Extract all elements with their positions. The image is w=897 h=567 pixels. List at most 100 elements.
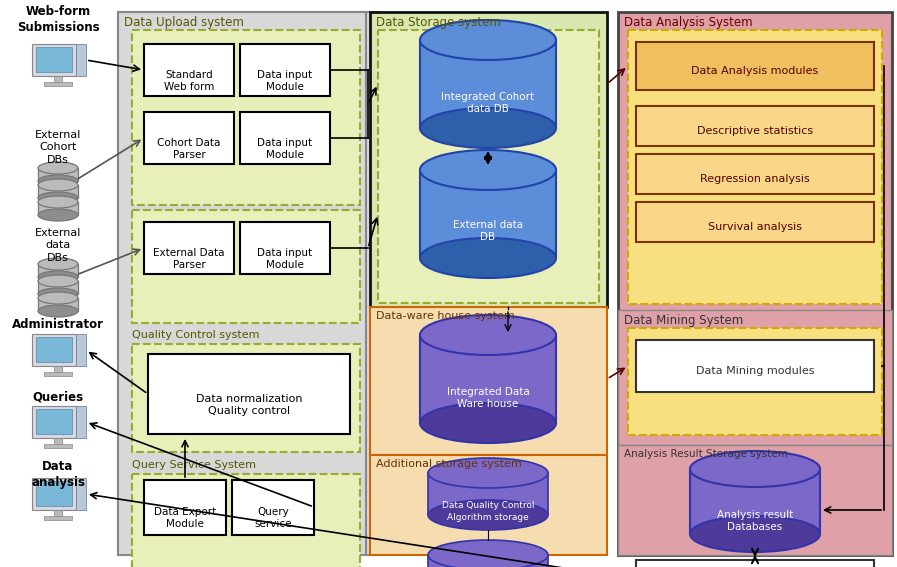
Text: Data input
Module: Data input Module	[257, 138, 312, 160]
Polygon shape	[618, 445, 892, 555]
Text: Data-ware house system: Data-ware house system	[376, 311, 515, 321]
Polygon shape	[38, 264, 78, 277]
Polygon shape	[54, 510, 62, 516]
Polygon shape	[690, 469, 820, 534]
Polygon shape	[240, 44, 330, 96]
Polygon shape	[76, 334, 86, 366]
Polygon shape	[76, 44, 86, 76]
Text: Data
analysis: Data analysis	[31, 460, 85, 489]
Polygon shape	[132, 344, 360, 452]
Ellipse shape	[38, 196, 78, 208]
Ellipse shape	[420, 403, 556, 443]
Polygon shape	[132, 30, 360, 205]
Text: Data normalization
Quality control: Data normalization Quality control	[196, 394, 302, 416]
Ellipse shape	[38, 179, 78, 191]
Ellipse shape	[38, 258, 78, 270]
Polygon shape	[38, 185, 78, 198]
Polygon shape	[38, 202, 78, 215]
Text: Data Export
Module: Data Export Module	[154, 507, 216, 530]
Text: Data Storage system: Data Storage system	[376, 16, 501, 29]
Polygon shape	[420, 170, 556, 258]
Ellipse shape	[38, 271, 78, 283]
Text: Standard
Web form: Standard Web form	[164, 70, 214, 92]
Ellipse shape	[420, 315, 556, 355]
Ellipse shape	[690, 516, 820, 552]
Polygon shape	[420, 40, 556, 128]
Polygon shape	[38, 168, 78, 181]
Polygon shape	[38, 298, 78, 311]
Ellipse shape	[38, 162, 78, 174]
Ellipse shape	[38, 305, 78, 317]
Polygon shape	[636, 106, 874, 146]
Polygon shape	[370, 307, 607, 455]
Polygon shape	[240, 222, 330, 274]
Polygon shape	[420, 335, 556, 423]
Ellipse shape	[420, 150, 556, 190]
Polygon shape	[36, 337, 72, 362]
Ellipse shape	[420, 238, 556, 278]
Text: External Data
Parser: External Data Parser	[153, 248, 225, 270]
Ellipse shape	[38, 288, 78, 300]
Ellipse shape	[428, 540, 548, 567]
Polygon shape	[636, 154, 874, 194]
Text: Integrated Data
Ware house: Integrated Data Ware house	[447, 387, 529, 409]
Ellipse shape	[428, 458, 548, 488]
Polygon shape	[54, 438, 62, 444]
Text: Data Quality Control
Algorithm storage: Data Quality Control Algorithm storage	[441, 501, 535, 522]
Ellipse shape	[420, 108, 556, 148]
Text: External data
DB: External data DB	[453, 220, 523, 243]
Text: Descriptive statistics: Descriptive statistics	[697, 126, 813, 136]
Ellipse shape	[420, 20, 556, 60]
Text: Data Upload system: Data Upload system	[124, 16, 244, 29]
Text: Data Analysis modules: Data Analysis modules	[692, 66, 819, 76]
Text: Data Mining System: Data Mining System	[624, 314, 744, 327]
Text: External
data
DBs: External data DBs	[35, 228, 82, 263]
Polygon shape	[44, 516, 72, 520]
Text: Data Mining modules: Data Mining modules	[696, 366, 814, 376]
Polygon shape	[240, 112, 330, 164]
Polygon shape	[44, 444, 72, 448]
Polygon shape	[144, 480, 226, 535]
Polygon shape	[36, 409, 72, 434]
Polygon shape	[44, 372, 72, 376]
Text: Additional storage system: Additional storage system	[376, 459, 522, 469]
Ellipse shape	[38, 192, 78, 204]
Polygon shape	[428, 555, 548, 567]
Text: Analysis Result Storage system: Analysis Result Storage system	[624, 449, 788, 459]
Polygon shape	[144, 222, 234, 274]
Text: Integrated Cohort
data DB: Integrated Cohort data DB	[441, 92, 535, 115]
Polygon shape	[628, 30, 882, 304]
Text: Cohort Data
Parser: Cohort Data Parser	[157, 138, 221, 160]
Polygon shape	[118, 12, 366, 555]
Text: Analysis result
Databases: Analysis result Databases	[717, 510, 793, 532]
Polygon shape	[36, 47, 72, 72]
Text: Data Analysis System: Data Analysis System	[624, 16, 753, 29]
Polygon shape	[32, 44, 76, 76]
Text: Administrator: Administrator	[12, 318, 104, 331]
Text: Survival analysis: Survival analysis	[708, 222, 802, 232]
Polygon shape	[76, 478, 86, 510]
Text: Data input
Module: Data input Module	[257, 70, 312, 92]
Polygon shape	[132, 210, 360, 323]
Polygon shape	[148, 354, 350, 434]
Text: Query Service System: Query Service System	[132, 460, 256, 470]
Polygon shape	[618, 310, 892, 445]
Text: Data input
Module: Data input Module	[257, 248, 312, 270]
Text: Regression analysis: Regression analysis	[701, 174, 810, 184]
Ellipse shape	[428, 500, 548, 530]
Text: External
Cohort
DBs: External Cohort DBs	[35, 130, 82, 165]
Polygon shape	[378, 30, 599, 303]
Ellipse shape	[38, 292, 78, 304]
Polygon shape	[32, 334, 76, 366]
Ellipse shape	[38, 175, 78, 187]
Text: Quality Control system: Quality Control system	[132, 330, 259, 340]
Polygon shape	[628, 328, 882, 435]
Polygon shape	[118, 12, 377, 555]
Polygon shape	[32, 478, 76, 510]
Polygon shape	[38, 281, 78, 294]
Polygon shape	[54, 366, 62, 372]
Polygon shape	[618, 12, 892, 555]
Text: Queries: Queries	[32, 390, 83, 403]
Polygon shape	[144, 44, 234, 96]
Polygon shape	[76, 406, 86, 438]
